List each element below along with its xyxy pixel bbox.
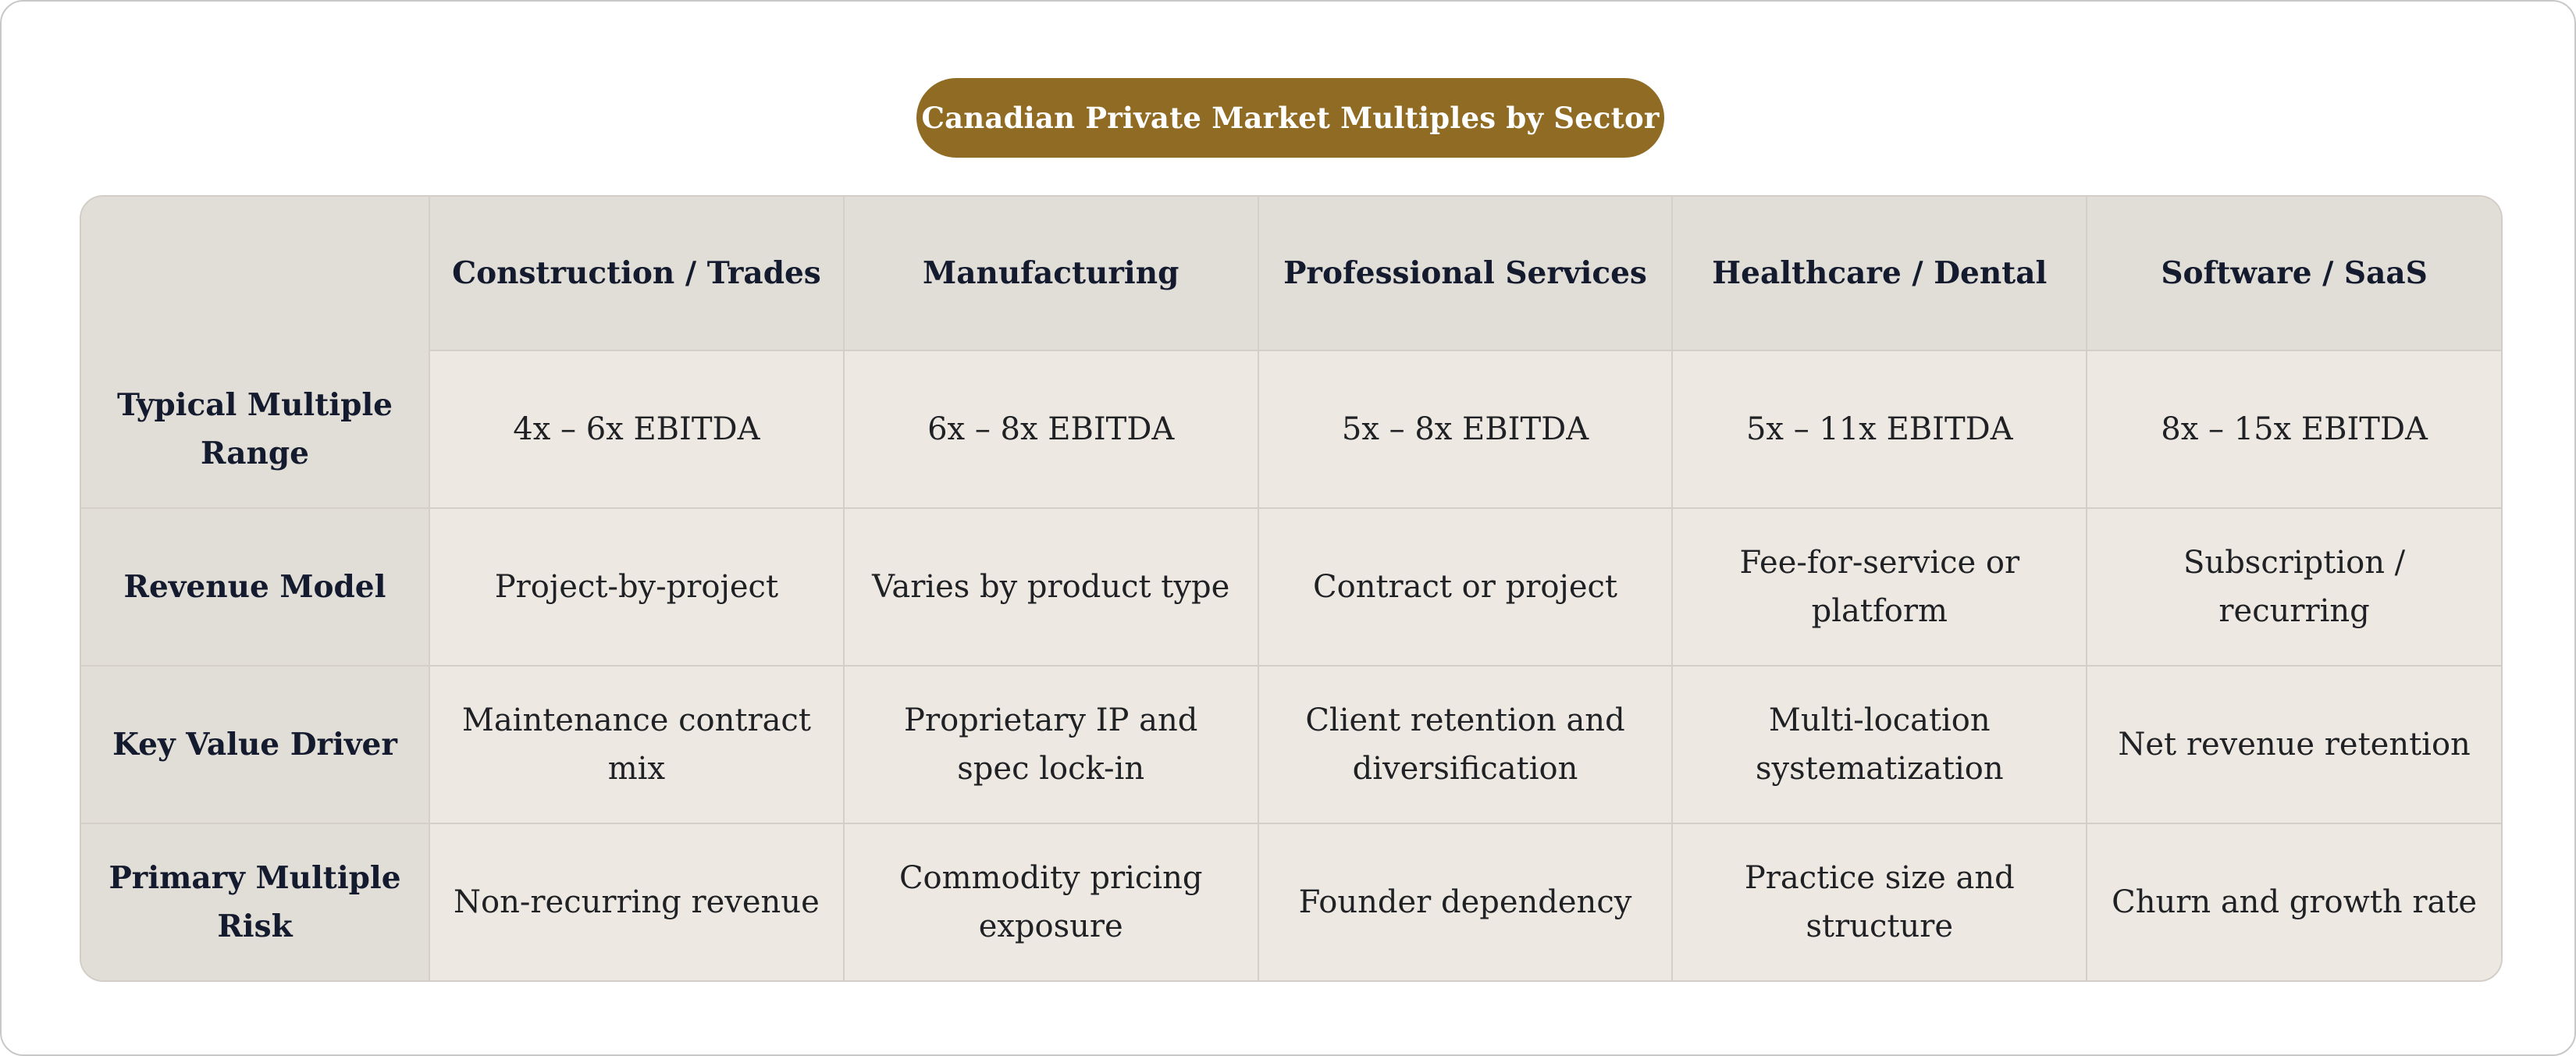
- table-cell: Non-recurring revenue: [429, 823, 845, 980]
- table-cell: Multi-location systematization: [1671, 665, 2088, 824]
- table-cell: 4x – 6x EBITDA: [429, 350, 845, 509]
- row-label-typical-multiple-range: Typical Multiple Range: [81, 350, 430, 509]
- row-label-key-value-driver: Key Value Driver: [81, 665, 430, 824]
- table-cell: 5x – 8x EBITDA: [1257, 350, 1674, 509]
- row-label-primary-multiple-risk: Primary Multiple Risk: [81, 823, 430, 980]
- table-cell: Varies by product type: [842, 507, 1259, 667]
- column-header-construction: Construction / Trades: [429, 197, 845, 350]
- row-label-revenue-model: Revenue Model: [81, 507, 430, 667]
- table-cell: 5x – 11x EBITDA: [1671, 350, 2088, 509]
- column-header-healthcare: Healthcare / Dental: [1671, 197, 2088, 350]
- table-cell: Subscription / recurring: [2086, 507, 2501, 667]
- table-title: Canadian Private Market Multiples by Sec…: [916, 78, 1664, 158]
- table-cell: Practice size and structure: [1671, 823, 2088, 980]
- header-corner-cell: [81, 197, 430, 350]
- table-cell: Fee-for-service or platform: [1671, 507, 2088, 667]
- column-header-manufacturing: Manufacturing: [842, 197, 1259, 350]
- table-cell: Project-by-project: [429, 507, 845, 667]
- table-cell: Commodity pricing exposure: [842, 823, 1259, 980]
- table-row: Typical Multiple Range 4x – 6x EBITDA 6x…: [81, 350, 2501, 509]
- table-cell: Founder dependency: [1257, 823, 1674, 980]
- table-cell: Contract or project: [1257, 507, 1674, 667]
- table-row: Primary Multiple Risk Non-recurring reve…: [81, 823, 2501, 980]
- table-cell: Net revenue retention: [2086, 665, 2501, 824]
- column-header-professional-services: Professional Services: [1257, 197, 1674, 350]
- table-cell: Client retention and diversification: [1257, 665, 1674, 824]
- multiples-table-container: Construction / Trades Manufacturing Prof…: [80, 195, 2503, 982]
- table-row: Key Value Driver Maintenance contract mi…: [81, 665, 2501, 824]
- table-cell: Proprietary IP and spec lock-in: [842, 665, 1259, 824]
- table-cell: Churn and growth rate: [2086, 823, 2501, 980]
- table-row: Revenue Model Project-by-project Varies …: [81, 507, 2501, 667]
- table-cell: Maintenance contract mix: [429, 665, 845, 824]
- table-cell: 6x – 8x EBITDA: [842, 350, 1259, 509]
- table-header-row: Construction / Trades Manufacturing Prof…: [81, 197, 2501, 350]
- table-cell: 8x – 15x EBITDA: [2086, 350, 2501, 509]
- column-header-software: Software / SaaS: [2086, 197, 2501, 350]
- multiples-table: Construction / Trades Manufacturing Prof…: [81, 197, 2501, 980]
